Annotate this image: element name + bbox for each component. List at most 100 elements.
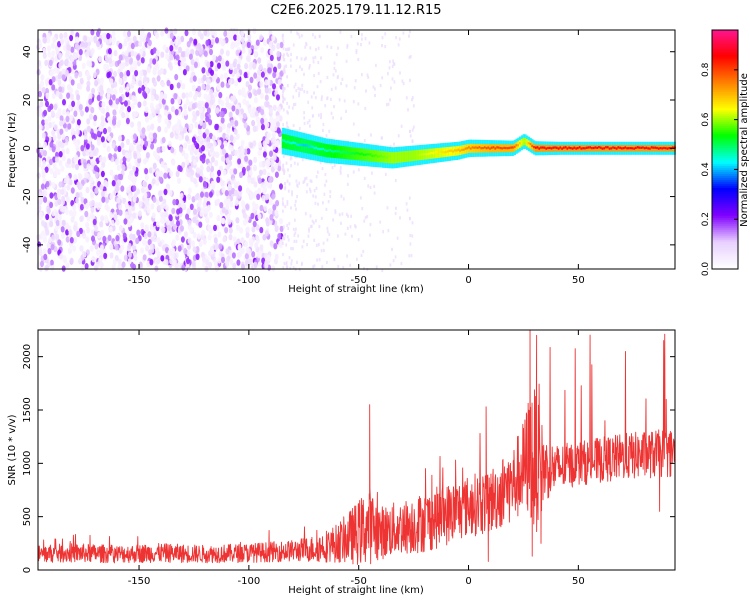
spectrogram-noise-cell — [76, 119, 81, 126]
spectrogram-noise-cell — [163, 93, 168, 100]
spectrogram-noise-cell — [104, 180, 109, 188]
colorbar-step — [712, 203, 738, 206]
spectrogram-signal-core — [324, 149, 327, 152]
spectrogram-noise-cell — [113, 213, 118, 221]
spectrogram-signal-core — [591, 147, 594, 150]
spectrogram-noise-cell — [262, 39, 267, 46]
spectrogram-noise-cell — [269, 116, 274, 123]
spectrogram-noise-cell — [276, 94, 280, 101]
spectrogram-noise-cell — [312, 33, 314, 37]
spectrogram-noise-cell — [236, 72, 241, 79]
spectrogram-noise-cell — [240, 108, 244, 115]
spectrogram-noise-cell — [249, 241, 254, 248]
colorbar-step — [712, 191, 738, 194]
spectrogram-noise-cell — [94, 187, 99, 194]
spectrogram-noise-cell — [192, 75, 197, 82]
spectrogram-signal-core — [301, 143, 304, 146]
spectrogram-signal-core — [429, 152, 432, 155]
spectrogram-noise-cell — [161, 98, 166, 105]
spectrogram-noise-cell — [245, 203, 250, 210]
spectrogram-signal-core — [489, 147, 492, 150]
spectrogram-signal-core — [520, 141, 523, 144]
spectrogram-noise-cell — [208, 191, 213, 198]
spectrogram-noise-cell — [288, 182, 291, 186]
spectrogram-noise-cell — [257, 88, 262, 95]
spectrogram-noise-cell — [184, 29, 189, 37]
spectrogram-noise-cell — [361, 37, 363, 41]
spectrogram-noise-cell — [310, 95, 313, 99]
spectrogram-noise-cell — [297, 234, 300, 238]
spectrogram-noise-cell — [281, 201, 284, 205]
spectrogram-noise-cell — [388, 66, 391, 70]
spectrogram-noise-cell — [153, 80, 157, 87]
spectrogram-noise-cell — [61, 68, 66, 75]
spectrogram-noise-cell — [265, 101, 270, 108]
spectrogram-noise-cell — [363, 176, 366, 180]
spectrogram-noise-cell — [131, 95, 136, 102]
spectrogram-noise-cell — [130, 42, 135, 50]
spectrogram-signal-core — [654, 146, 657, 149]
spectrogram-noise-cell — [160, 161, 165, 168]
spectrogram-noise-cell — [285, 265, 288, 269]
spectrogram-noise-cell — [389, 263, 392, 267]
spectrogram-noise-cell — [394, 178, 397, 183]
spectrogram-noise-cell — [96, 130, 101, 138]
spectrogram-noise-cell — [261, 257, 266, 264]
spectrogram-noise-cell — [273, 124, 278, 132]
spectrogram-noise-cell — [209, 48, 213, 56]
spectrogram-signal-core — [352, 152, 355, 155]
colorbar-step — [712, 167, 738, 171]
spectrogram-noise-cell — [49, 168, 54, 175]
spectrogram-noise-cell — [329, 194, 332, 199]
spectrogram-noise-cell — [146, 260, 151, 268]
spectrogram-noise-cell — [212, 54, 217, 61]
spectrogram-noise-cell — [357, 168, 360, 172]
colorbar-step — [712, 223, 738, 226]
spectrogram-noise-cell — [202, 122, 207, 129]
spectrogram-signal-core — [612, 146, 615, 149]
spectrogram-signal-core — [566, 147, 569, 150]
spectrogram-noise-cell — [274, 171, 279, 178]
spectrogram-noise-cell — [273, 243, 278, 250]
spectrogram-noise-cell — [309, 187, 311, 191]
spectrogram-noise-cell — [85, 71, 90, 78]
spectrogram-noise-cell — [354, 79, 357, 83]
spectrogram-noise-cell — [106, 145, 111, 152]
spectrogram-noise-cell — [125, 117, 130, 125]
spectrogram-noise-cell — [48, 59, 53, 67]
spectrogram-noise-cell — [200, 191, 204, 198]
spectrogram-noise-cell — [148, 113, 153, 120]
spectrogram-signal-core — [661, 147, 664, 150]
spectrogram-noise-cell — [223, 72, 228, 79]
colorbar-step — [712, 97, 738, 101]
spectrogram-noise-cell — [64, 37, 68, 44]
spectrogram-noise-cell — [44, 166, 49, 173]
spectrogram-noise-cell — [54, 200, 59, 207]
spectrogram-noise-cell — [48, 79, 53, 86]
spectrogram-noise-cell — [185, 50, 190, 57]
spectrogram-noise-cell — [282, 87, 285, 91]
spectrogram-noise-cell — [213, 30, 218, 37]
spectrogram-noise-cell — [281, 33, 284, 37]
spectrogram-noise-cell — [220, 180, 225, 187]
spectrogram-noise-cell — [191, 136, 196, 143]
spectrogram-noise-cell — [393, 142, 395, 146]
spectrogram-noise-cell — [259, 244, 264, 251]
spectrogram-signal-core — [355, 151, 358, 155]
spectrogram-signal-core — [447, 150, 450, 153]
colorbar-step — [712, 63, 738, 67]
spectrogram-noise-cell — [131, 79, 136, 86]
spectrogram-noise-cell — [409, 134, 412, 138]
spectrogram-noise-cell — [70, 46, 75, 53]
colorbar-step — [712, 225, 738, 228]
spectrogram-noise-cell — [156, 257, 161, 265]
spectrogram-noise-cell — [93, 165, 98, 172]
spectrogram-noise-cell — [251, 192, 256, 199]
spectrogram-noise-cell — [303, 179, 306, 183]
spectrogram-signal-core — [411, 154, 415, 157]
spectrogram-noise-cell — [173, 28, 178, 35]
spectrogram-signal-core — [564, 146, 567, 149]
spectrogram-noise-cell — [214, 123, 219, 131]
spectrogram-noise-cell — [36, 172, 41, 179]
